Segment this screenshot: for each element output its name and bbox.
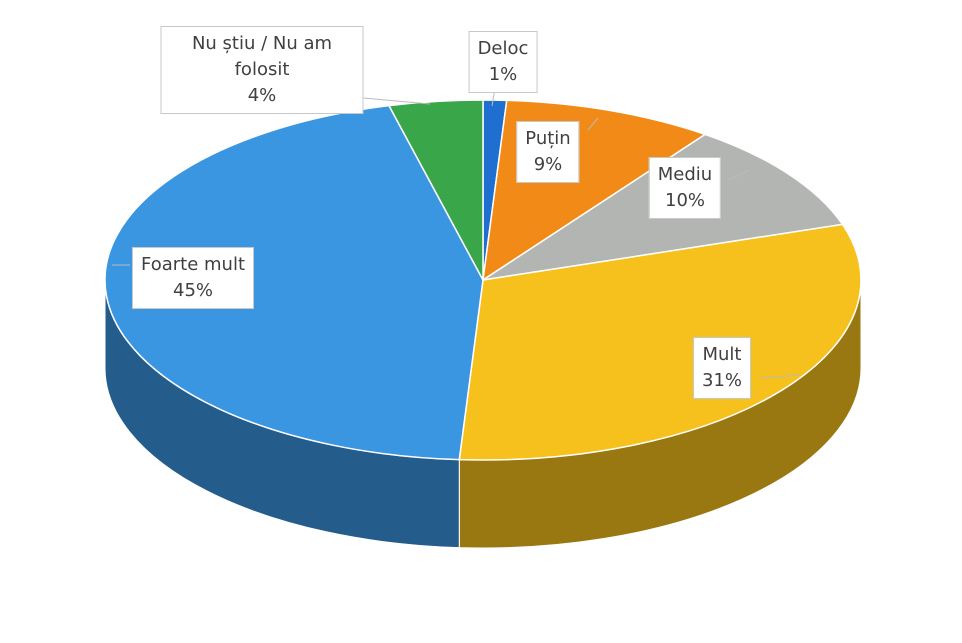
label-value: 4% <box>247 85 277 106</box>
label-name: Deloc <box>477 38 529 59</box>
label-value: 31% <box>701 370 743 391</box>
data-label: Puțin 9% <box>516 121 580 183</box>
data-label: Foarte mult 45% <box>131 247 255 309</box>
leader-line <box>727 169 751 181</box>
label-value: 45% <box>172 280 214 301</box>
label-value: 10% <box>664 190 706 211</box>
label-name: Puțin <box>525 128 571 149</box>
label-name: Mult <box>702 344 742 365</box>
leader-line <box>759 374 801 379</box>
slice <box>458 223 862 461</box>
slice <box>104 104 484 461</box>
data-label: Nu știu / Nu am folosit 4% <box>160 26 364 114</box>
label-value: 9% <box>533 154 563 175</box>
label-name: Mediu <box>657 164 713 185</box>
label-name: Foarte mult <box>140 254 246 275</box>
label-value: 1% <box>488 64 518 85</box>
data-label: Mult 31% <box>692 337 752 399</box>
label-name: Nu știu / Nu am folosit <box>191 33 333 80</box>
slice <box>387 99 484 281</box>
leader-line <box>587 117 599 131</box>
data-label: Deloc 1% <box>468 31 538 93</box>
data-label: Mediu 10% <box>648 157 722 219</box>
